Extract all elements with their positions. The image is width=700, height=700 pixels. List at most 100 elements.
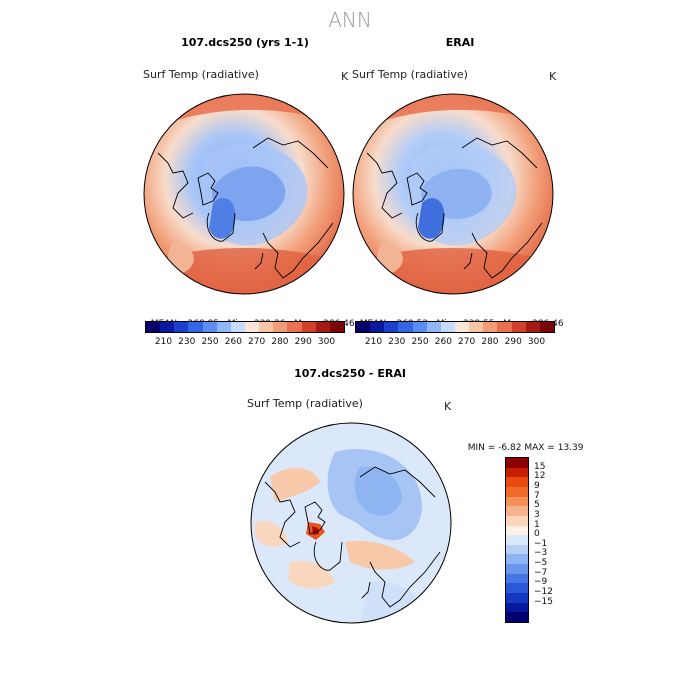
diff-colorbar-swatch: [506, 535, 528, 546]
diff-colorbar: [505, 457, 529, 623]
diff-colorbar-tick-label: −1: [534, 538, 548, 549]
panel2-colorbar-swatch: [398, 322, 414, 332]
panel2-colorbar-ticks: 210 230 250 260 270 280 290 300: [356, 337, 554, 349]
figure-title: ANN: [328, 8, 372, 32]
panel1-colorbar-tick-label: 300: [317, 337, 336, 347]
diff-min-label: MIN =: [467, 443, 496, 453]
diff-colorbar-swatch: [506, 612, 528, 623]
diff-colorbar-tick-label: 15: [534, 461, 546, 472]
diff-map: [250, 422, 452, 624]
diff-colorbar-tick-label: −9: [534, 577, 548, 588]
panel1-colorbar-tick-label: 230: [178, 337, 196, 347]
panel1-colorbar-ticks: 210 230 250 260 270 280 290 300: [146, 337, 344, 349]
panel1-colorbar-swatch: [273, 322, 288, 332]
diff-colorbar-tick-label: 9: [534, 480, 540, 491]
panel2-colorbar-swatch: [384, 322, 399, 332]
panel1-colorbar-swatch: [202, 322, 218, 332]
diff-minmax: MIN = -6.82 MAX = 13.39: [462, 433, 584, 453]
diff-colorbar-tick-label: 5: [534, 500, 540, 511]
panel2-colorbar-swatch: [497, 322, 513, 332]
panel2-colorbar-swatch: [440, 322, 456, 332]
diff-colorbar-tick-label: −5: [534, 558, 548, 569]
panel2-colorbar-swatch: [356, 322, 371, 332]
diff-colorbar-tick-label: −15: [534, 596, 553, 607]
panel1-colorbar-tick-label: 260: [224, 337, 242, 347]
panel2-colorbar: [355, 321, 555, 333]
panel2-colorbar-tick-label: 250: [411, 337, 429, 347]
diff-colorbar-tick-label: 1: [534, 519, 540, 530]
panel1-colorbar-swatch: [146, 322, 161, 332]
panel2-colorbar-swatch: [511, 322, 527, 332]
diff-colorbar-swatch: [506, 506, 528, 517]
diff-max: 13.39: [557, 443, 584, 453]
panel1-title: 107.dcs250 (yrs 1-1): [181, 36, 309, 49]
panel1-colorbar-swatch: [259, 322, 274, 332]
panel2-colorbar-swatch: [370, 322, 385, 332]
diff-colorbar-tick-label: −7: [534, 567, 548, 578]
panel2-colorbar-tick-label: 300: [527, 337, 546, 347]
panel2-colorbar-swatch: [525, 322, 541, 332]
diff-colorbar-swatch: [506, 583, 528, 594]
diff-variable: Surf Temp (radiative): [247, 397, 363, 410]
diff-colorbar-tick-label: −3: [534, 548, 548, 559]
diff-max-label: MAX =: [524, 443, 555, 453]
diff-colorbar-swatch: [506, 515, 528, 527]
diff-colorbar-swatch: [506, 486, 528, 498]
panel1-colorbar-swatch: [160, 322, 175, 332]
diff-colorbar-swatch: [506, 573, 528, 584]
panel1-colorbar-swatch: [301, 322, 317, 332]
panel1-colorbar-swatch: [329, 322, 345, 332]
diff-colorbar-swatch: [506, 593, 528, 604]
diff-colorbar-swatch: [506, 602, 528, 613]
diff-colorbar-swatch: [506, 544, 528, 555]
panel2-colorbar-swatch: [412, 322, 428, 332]
panel2-colorbar-swatch: [483, 322, 498, 332]
panel2-title: ERAI: [445, 36, 475, 49]
panel2-colorbar-tick-label: 280: [481, 337, 499, 347]
panel1-variable: Surf Temp (radiative): [143, 68, 259, 81]
panel1-colorbar-swatch: [315, 322, 331, 332]
panel2-colorbar-tick-label: 290: [504, 337, 522, 347]
diff-min: -6.82: [498, 443, 522, 453]
panel2-colorbar-swatch: [455, 322, 470, 332]
panel1-colorbar-swatch: [174, 322, 189, 332]
panel2-colorbar-tick-label: 270: [458, 337, 476, 347]
panel1-colorbar-tick-label: 280: [271, 337, 289, 347]
diff-colorbar-tick-label: −12: [534, 587, 553, 598]
panel2-colorbar-swatch: [426, 322, 442, 332]
diff-colorbar-swatch: [506, 467, 528, 478]
panel1-units: K: [341, 70, 349, 83]
panel1-colorbar-tick-label: 210: [154, 337, 173, 347]
panel2-colorbar-tick-label: 260: [434, 337, 452, 347]
diff-colorbar-tick-label: 0: [534, 529, 540, 540]
panel1-colorbar-swatch: [287, 322, 303, 332]
diff-colorbar-swatch: [506, 564, 528, 575]
panel1-map: [143, 93, 345, 295]
panel2-variable: Surf Temp (radiative): [352, 68, 468, 81]
diff-colorbar-tick-label: 7: [534, 490, 540, 501]
diff-colorbar-ticks: 15 12 9 7 5 3 1 0 −1 −3 −5 −7 −9 −12 −15: [534, 458, 564, 622]
diff-colorbar-swatch: [506, 554, 528, 565]
panel2-colorbar-tick-label: 230: [388, 337, 406, 347]
panel1-colorbar-swatch: [188, 322, 204, 332]
panel2-units: K: [549, 70, 557, 83]
panel2-map: [352, 93, 554, 295]
panel1-colorbar-swatch: [216, 322, 232, 332]
panel1-colorbar-tick-label: 290: [294, 337, 312, 347]
diff-colorbar-swatch: [506, 496, 528, 507]
diff-colorbar-swatch: [506, 477, 528, 488]
diff-colorbar-tick-label: 12: [534, 471, 546, 482]
diff-colorbar-swatch: [506, 458, 528, 469]
diff-colorbar-swatch: [506, 525, 528, 536]
panel1-colorbar-tick-label: 270: [248, 337, 266, 347]
panel2-colorbar-swatch: [539, 322, 555, 332]
panel2-colorbar-tick-label: 210: [364, 337, 383, 347]
diff-title: 107.dcs250 - ERAI: [294, 367, 406, 380]
diff-units: K: [444, 400, 452, 413]
panel1-colorbar-swatch: [230, 322, 246, 332]
panel2-colorbar-swatch: [469, 322, 484, 332]
panel1-colorbar-tick-label: 250: [201, 337, 219, 347]
diff-colorbar-tick-label: 3: [534, 509, 540, 520]
panel1-colorbar: [145, 321, 345, 333]
panel1-colorbar-swatch: [245, 322, 260, 332]
